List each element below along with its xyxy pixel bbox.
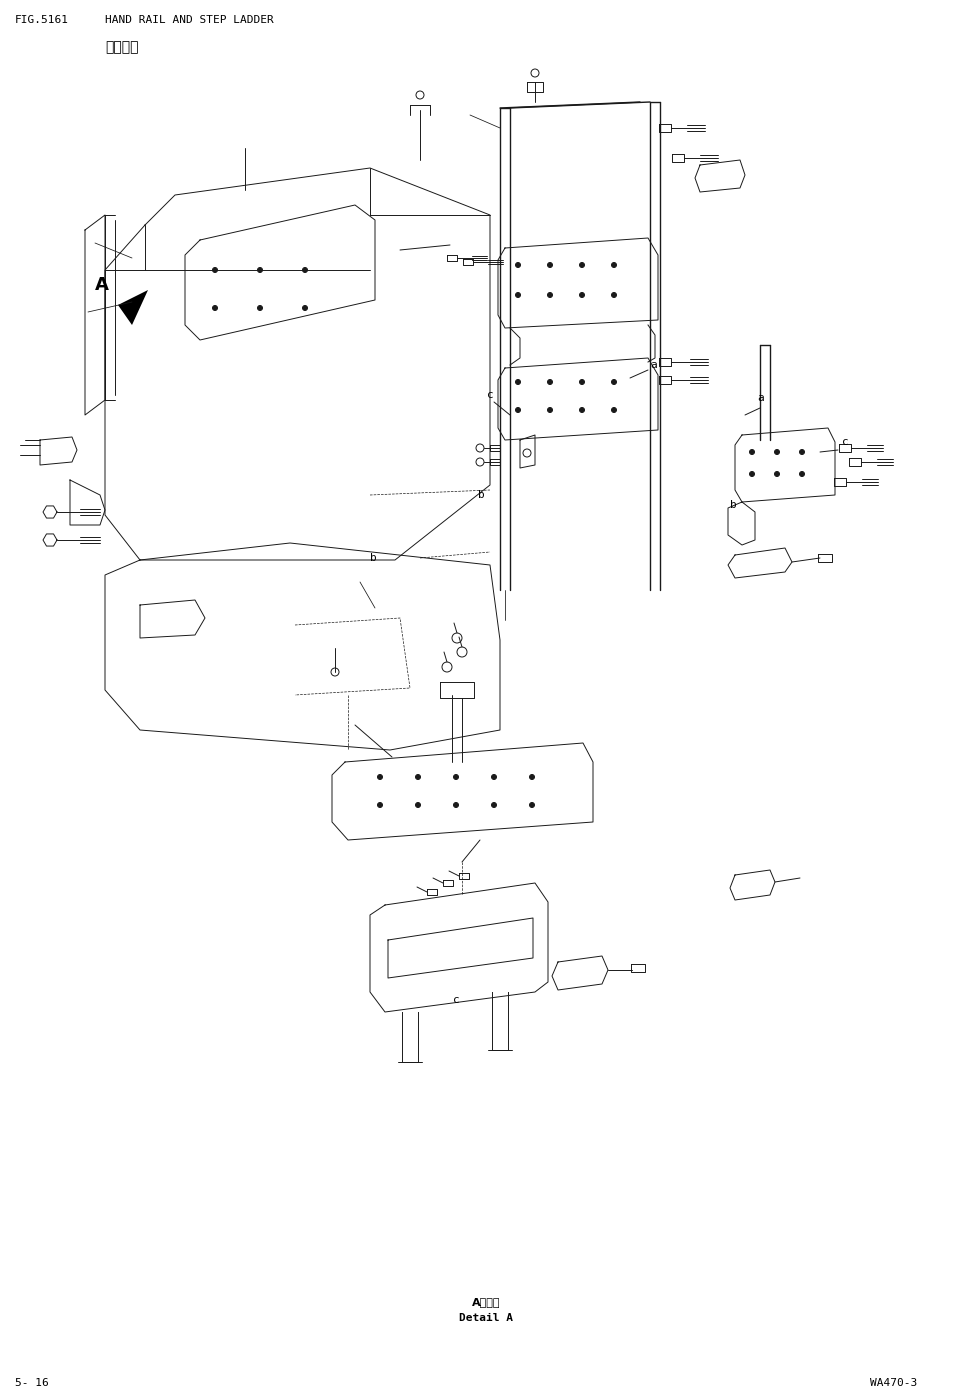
Circle shape (579, 292, 584, 298)
Circle shape (213, 267, 218, 273)
Circle shape (515, 407, 520, 413)
Circle shape (258, 267, 262, 273)
Circle shape (515, 292, 520, 298)
Circle shape (611, 263, 616, 267)
Text: b: b (370, 553, 377, 562)
Circle shape (547, 263, 552, 267)
Circle shape (492, 803, 497, 807)
Circle shape (515, 379, 520, 385)
Circle shape (547, 379, 552, 385)
Circle shape (454, 775, 459, 779)
Circle shape (775, 471, 780, 477)
Text: c: c (842, 436, 849, 448)
Text: A: A (95, 276, 109, 294)
Circle shape (530, 803, 535, 807)
Text: 手和梯子: 手和梯子 (105, 41, 138, 55)
Circle shape (547, 292, 552, 298)
Text: Detail A: Detail A (459, 1314, 513, 1323)
Circle shape (415, 803, 421, 807)
Text: b: b (478, 490, 485, 499)
Circle shape (415, 775, 421, 779)
Circle shape (749, 471, 754, 477)
Text: a: a (757, 393, 764, 403)
Circle shape (611, 407, 616, 413)
Text: A部详细: A部详细 (471, 1297, 501, 1307)
Circle shape (302, 305, 307, 311)
Circle shape (530, 775, 535, 779)
Circle shape (454, 803, 459, 807)
Text: 5- 16: 5- 16 (15, 1378, 49, 1388)
Text: HAND RAIL AND STEP LADDER: HAND RAIL AND STEP LADDER (105, 15, 274, 25)
Circle shape (749, 449, 754, 455)
Circle shape (775, 449, 780, 455)
Text: b: b (730, 499, 737, 511)
Text: FIG.5161: FIG.5161 (15, 15, 69, 25)
Circle shape (547, 407, 552, 413)
Circle shape (800, 449, 805, 455)
Circle shape (213, 305, 218, 311)
Circle shape (579, 263, 584, 267)
Text: c: c (487, 390, 494, 400)
Circle shape (611, 292, 616, 298)
Circle shape (302, 267, 307, 273)
Circle shape (492, 775, 497, 779)
Circle shape (611, 379, 616, 385)
Polygon shape (118, 290, 148, 325)
Text: WA470-3: WA470-3 (870, 1378, 918, 1388)
Circle shape (377, 803, 383, 807)
Circle shape (579, 407, 584, 413)
Circle shape (579, 379, 584, 385)
Circle shape (800, 471, 805, 477)
Circle shape (258, 305, 262, 311)
Text: a: a (650, 360, 657, 369)
Circle shape (515, 263, 520, 267)
Circle shape (377, 775, 383, 779)
Text: c: c (453, 995, 460, 1004)
